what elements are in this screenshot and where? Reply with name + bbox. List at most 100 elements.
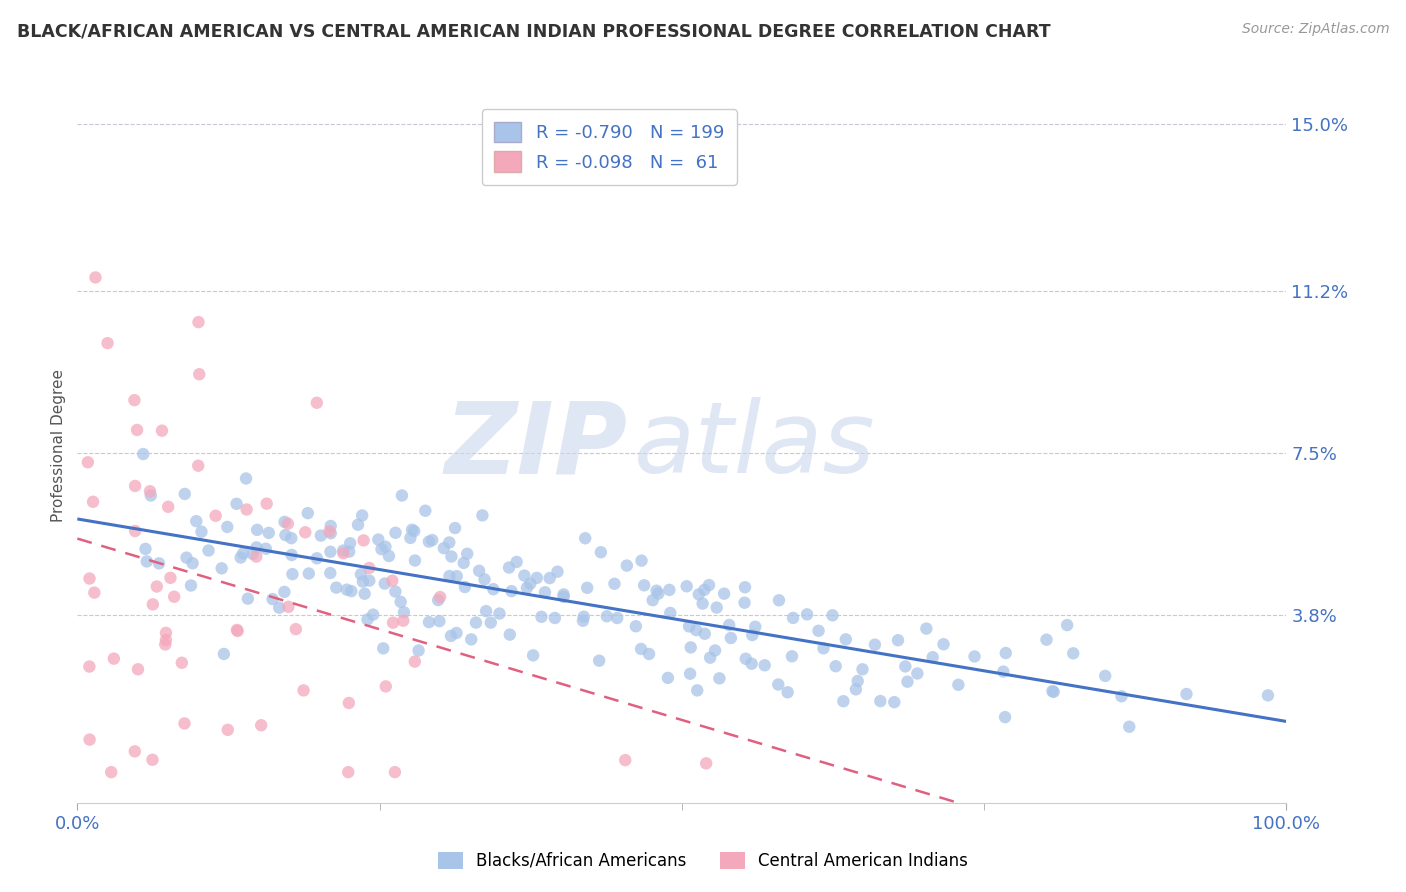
Point xyxy=(1056,618,1078,632)
Text: ZIP: ZIP xyxy=(444,398,627,494)
Point xyxy=(685,623,707,637)
Point xyxy=(896,674,918,689)
Point xyxy=(325,581,347,595)
Point xyxy=(734,651,756,665)
Point xyxy=(318,524,340,539)
Point xyxy=(453,556,475,570)
Point xyxy=(630,642,652,657)
Point xyxy=(688,587,710,601)
Point xyxy=(446,569,468,583)
Point xyxy=(603,576,626,591)
Point xyxy=(720,631,742,645)
Point xyxy=(699,650,721,665)
Point xyxy=(374,576,396,591)
Point xyxy=(76,455,98,469)
Point xyxy=(337,696,360,710)
Point xyxy=(697,578,720,592)
Point xyxy=(679,640,702,655)
Point xyxy=(124,393,146,408)
Point xyxy=(399,531,422,545)
Point xyxy=(776,685,799,699)
Point xyxy=(741,657,763,671)
Point xyxy=(319,545,342,559)
Point xyxy=(339,536,361,550)
Point xyxy=(187,315,209,329)
Point xyxy=(606,611,628,625)
Point xyxy=(641,593,664,607)
Point xyxy=(319,519,342,533)
Point xyxy=(273,585,295,599)
Point xyxy=(440,549,463,564)
Point xyxy=(155,633,177,648)
Point xyxy=(84,270,107,285)
Point xyxy=(418,615,440,629)
Point xyxy=(932,637,955,651)
Point xyxy=(229,550,252,565)
Point xyxy=(392,605,415,619)
Point xyxy=(361,607,384,622)
Point xyxy=(277,599,299,614)
Point xyxy=(624,619,647,633)
Point xyxy=(427,593,450,607)
Point xyxy=(350,567,373,582)
Point xyxy=(257,525,280,540)
Point xyxy=(474,573,496,587)
Point xyxy=(704,643,727,657)
Point xyxy=(544,611,567,625)
Point xyxy=(824,659,846,673)
Point xyxy=(337,765,360,780)
Point xyxy=(336,582,359,597)
Point xyxy=(359,561,381,575)
Point xyxy=(479,615,502,630)
Point xyxy=(211,561,233,575)
Point xyxy=(274,528,297,542)
Point xyxy=(657,671,679,685)
Point xyxy=(181,556,204,570)
Point xyxy=(530,609,553,624)
Point xyxy=(82,495,104,509)
Point xyxy=(384,765,406,780)
Point xyxy=(482,582,505,597)
Point xyxy=(292,683,315,698)
Point xyxy=(281,567,304,582)
Point xyxy=(225,497,247,511)
Point xyxy=(741,628,763,642)
Text: Source: ZipAtlas.com: Source: ZipAtlas.com xyxy=(1241,22,1389,37)
Point xyxy=(125,423,148,437)
Point xyxy=(948,678,970,692)
Point xyxy=(356,612,378,626)
Point xyxy=(513,568,536,582)
Point xyxy=(887,633,910,648)
Point xyxy=(404,655,426,669)
Point xyxy=(693,626,716,640)
Point xyxy=(353,533,375,548)
Point xyxy=(905,666,928,681)
Point xyxy=(734,580,756,594)
Point xyxy=(374,540,396,554)
Point xyxy=(176,550,198,565)
Point xyxy=(709,671,731,685)
Point xyxy=(994,710,1017,724)
Point xyxy=(254,541,277,556)
Point xyxy=(146,580,169,594)
Point xyxy=(155,637,177,651)
Point xyxy=(446,626,468,640)
Point xyxy=(768,593,790,607)
Point xyxy=(197,543,219,558)
Point xyxy=(780,649,803,664)
Point xyxy=(337,544,360,558)
Point xyxy=(475,604,498,618)
Point xyxy=(404,524,426,538)
Point xyxy=(373,641,395,656)
Point xyxy=(382,615,405,630)
Point xyxy=(135,554,157,568)
Point xyxy=(869,694,891,708)
Point xyxy=(226,623,249,637)
Point xyxy=(429,590,451,604)
Point xyxy=(256,497,278,511)
Point xyxy=(134,541,156,556)
Point xyxy=(235,502,257,516)
Point xyxy=(734,596,756,610)
Point xyxy=(309,528,332,542)
Text: BLACK/AFRICAN AMERICAN VS CENTRAL AMERICAN INDIAN PROFESSIONAL DEGREE CORRELATIO: BLACK/AFRICAN AMERICAN VS CENTRAL AMERIC… xyxy=(17,22,1050,40)
